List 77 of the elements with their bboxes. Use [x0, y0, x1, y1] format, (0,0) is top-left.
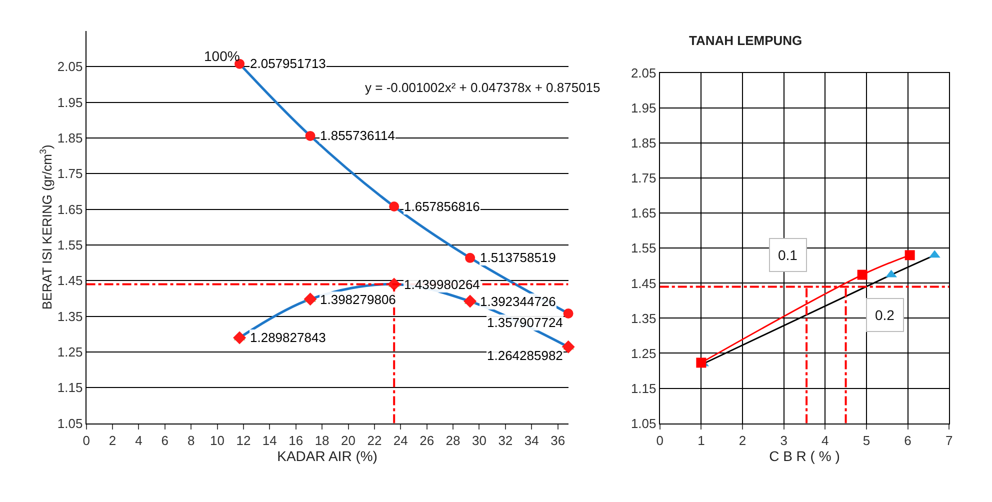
- y-tick-label: 1.45: [630, 276, 656, 291]
- x-tick-label: 6: [161, 432, 169, 448]
- point: [464, 294, 477, 308]
- data-label: 1.392344726: [480, 294, 556, 309]
- annotation: 100%: [204, 48, 240, 64]
- data-label: 1.357907724: [487, 315, 563, 330]
- x-tick-label: 1: [698, 432, 705, 448]
- point: [465, 252, 476, 263]
- y-tick-label: 1.95: [630, 100, 656, 116]
- x-tick-label: 32: [498, 432, 513, 448]
- data-label: 2.057951713: [250, 56, 326, 71]
- y-tick-label: 1.05: [57, 416, 83, 431]
- x-tick-label: 30: [472, 432, 486, 448]
- point: [696, 358, 706, 368]
- x-tick-label: 0: [656, 432, 664, 448]
- y-tick-label: 1.75: [57, 166, 83, 182]
- annotation: 0.2: [875, 307, 895, 323]
- x-tick-label: 4: [822, 432, 829, 448]
- y-tick-label: 1.85: [630, 136, 656, 151]
- y-tick-label: 1.55: [57, 238, 83, 253]
- point: [904, 250, 915, 260]
- point: [305, 130, 316, 141]
- x-tick-label: 3: [780, 432, 788, 448]
- x-tick-label: 34: [524, 432, 539, 448]
- point: [857, 270, 868, 280]
- x-tick-label: 24: [393, 432, 408, 448]
- x-axis-title: KADAR AIR (%): [277, 448, 378, 464]
- y-tick-label: 1.25: [630, 346, 656, 361]
- x-tick-label: 20: [341, 432, 356, 448]
- data-label: 1.289827843: [250, 330, 326, 345]
- x-tick-label: 12: [236, 432, 251, 448]
- y-tick-label: 1.75: [630, 170, 656, 186]
- y-tick-label: 1.95: [57, 94, 83, 110]
- x-tick-label: 0: [82, 432, 90, 448]
- point: [563, 308, 574, 318]
- x-tick-label: 7: [945, 432, 953, 448]
- x-tick-label: 8: [187, 432, 195, 448]
- y-tick-label: 1.45: [57, 273, 83, 288]
- x-tick-label: 4: [135, 432, 142, 448]
- y-tick-label: 1.35: [57, 308, 83, 324]
- data-label: 1.513758519: [480, 250, 556, 265]
- data-label: 1.264285982: [487, 348, 563, 363]
- point: [304, 292, 317, 306]
- y-tick-label: 1.65: [630, 206, 656, 221]
- x-tick-label: 16: [288, 432, 304, 448]
- point: [233, 331, 246, 344]
- y-tick-label: 1.25: [57, 344, 83, 360]
- x-tick-label: 10: [210, 432, 225, 448]
- y-tick-label: 2.05: [630, 66, 656, 81]
- data-label: 1.398279806: [320, 292, 396, 307]
- x-tick-label: 5: [862, 432, 870, 448]
- y-tick-label: 1.05: [630, 416, 656, 431]
- data-label: 1.439980264: [404, 277, 480, 292]
- data-label: 1.657856816: [404, 199, 480, 214]
- annotation: 0.1: [778, 247, 798, 263]
- point: [389, 202, 400, 212]
- x-tick-label: 2: [738, 432, 746, 448]
- y-tick-label: 1.15: [630, 380, 656, 396]
- data-label: 1.855736114: [320, 128, 395, 143]
- x-tick-label: 18: [314, 432, 330, 448]
- y-tick-label: 2.05: [57, 59, 83, 74]
- y-tick-label: 1.55: [630, 240, 656, 256]
- x-tick-label: 36: [550, 432, 566, 448]
- chart-title: TANAH LEMPUNG: [689, 33, 802, 48]
- x-tick-label: 22: [367, 432, 382, 448]
- y-tick-label: 1.65: [57, 202, 83, 217]
- point: [562, 340, 575, 354]
- x-axis-title: C B R ( % ): [769, 448, 840, 464]
- x-tick-label: 28: [446, 432, 460, 448]
- y-tick-label: 1.85: [57, 130, 83, 146]
- x-tick-label: 6: [904, 432, 912, 448]
- y-tick-label: 1.35: [630, 310, 656, 326]
- y-tick-label: 1.15: [57, 380, 83, 396]
- x-tick-label: 26: [420, 432, 434, 448]
- x-tick-label: 2: [108, 432, 116, 448]
- x-tick-label: 14: [262, 432, 277, 448]
- annotation: y = -0.001002x² + 0.047378x + 0.875015: [365, 80, 600, 95]
